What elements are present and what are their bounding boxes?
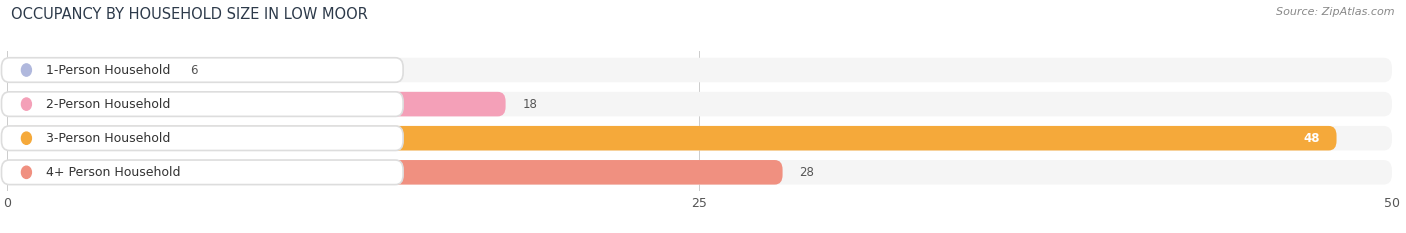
Circle shape — [21, 166, 31, 178]
FancyBboxPatch shape — [1, 58, 404, 82]
FancyBboxPatch shape — [7, 58, 173, 82]
Text: 6: 6 — [190, 64, 197, 76]
FancyBboxPatch shape — [7, 126, 1392, 151]
Text: 4+ Person Household: 4+ Person Household — [46, 166, 180, 179]
Text: 3-Person Household: 3-Person Household — [46, 132, 170, 145]
FancyBboxPatch shape — [7, 126, 1337, 151]
FancyBboxPatch shape — [7, 92, 1392, 116]
Text: 18: 18 — [522, 98, 537, 111]
FancyBboxPatch shape — [7, 160, 783, 185]
Text: 2-Person Household: 2-Person Household — [46, 98, 170, 111]
Text: Source: ZipAtlas.com: Source: ZipAtlas.com — [1277, 7, 1395, 17]
FancyBboxPatch shape — [7, 92, 506, 116]
FancyBboxPatch shape — [1, 160, 404, 185]
FancyBboxPatch shape — [1, 92, 404, 116]
Text: OCCUPANCY BY HOUSEHOLD SIZE IN LOW MOOR: OCCUPANCY BY HOUSEHOLD SIZE IN LOW MOOR — [11, 7, 368, 22]
FancyBboxPatch shape — [1, 126, 404, 151]
Text: 28: 28 — [799, 166, 814, 179]
FancyBboxPatch shape — [7, 160, 1392, 185]
Circle shape — [21, 132, 31, 144]
Text: 1-Person Household: 1-Person Household — [46, 64, 170, 76]
Circle shape — [21, 64, 31, 76]
Text: 48: 48 — [1303, 132, 1320, 145]
FancyBboxPatch shape — [7, 58, 1392, 82]
Circle shape — [21, 98, 31, 110]
